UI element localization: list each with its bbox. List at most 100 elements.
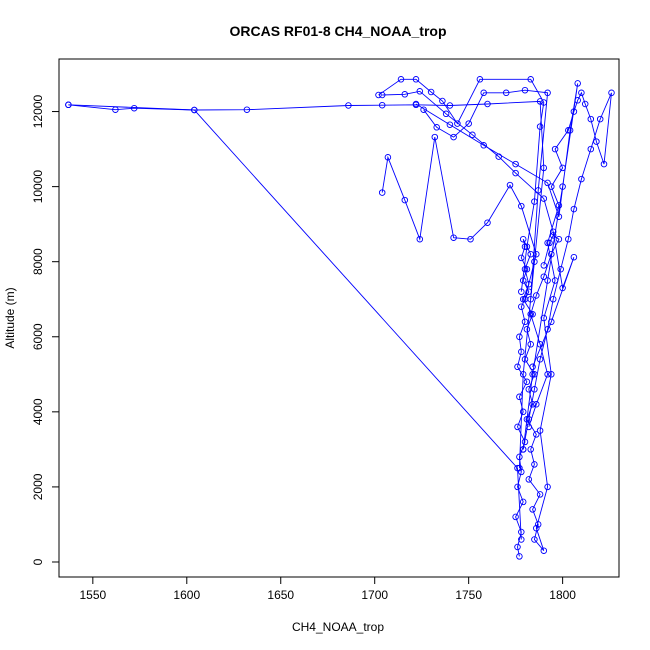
data-point [540, 314, 548, 322]
data-point [527, 446, 534, 453]
data-point [420, 106, 427, 113]
data-point [574, 80, 581, 87]
data-point [540, 262, 548, 269]
series-line-3 [68, 104, 522, 540]
data-point [600, 160, 608, 168]
series-line-2 [68, 100, 545, 469]
y-tick-label: 10000 [31, 170, 45, 204]
x-axis: 1550 1600 1650 1700 1750 1800 [79, 576, 576, 602]
data-point [518, 288, 525, 295]
x-tick-label: 1750 [455, 588, 482, 602]
data-point [549, 232, 557, 239]
data-point [397, 76, 405, 83]
data-point [446, 102, 454, 109]
x-tick-label: 1800 [549, 588, 576, 602]
data-point [529, 310, 536, 318]
data-point [555, 235, 563, 243]
data-point [548, 318, 555, 326]
data-point [519, 235, 527, 243]
data-point [523, 326, 531, 333]
data-point [566, 127, 574, 134]
series-layer [65, 76, 615, 560]
data-point [518, 468, 525, 476]
data-point [519, 408, 527, 416]
data-point [548, 371, 555, 378]
data-point [608, 89, 615, 97]
data-point [540, 195, 548, 202]
data-point [529, 401, 536, 408]
y-tick-label: 8000 [31, 248, 45, 275]
data-point [555, 213, 563, 220]
data-point [523, 378, 531, 386]
data-point [578, 89, 585, 97]
data-point [506, 181, 514, 189]
data-point [570, 205, 578, 213]
data-point [518, 254, 525, 262]
y-tick-label: 2000 [31, 473, 45, 500]
data-point [559, 284, 566, 292]
data-point [518, 303, 525, 310]
data-point [514, 423, 521, 431]
data-point [516, 553, 523, 560]
data-point [191, 106, 198, 114]
data-point [527, 310, 534, 318]
data-point [531, 536, 538, 543]
data-point [540, 547, 548, 554]
data-point [570, 253, 578, 261]
y-tick-label: 0 [31, 558, 45, 565]
y-tick-label: 6000 [31, 323, 45, 350]
data-point [480, 142, 487, 149]
data-point [378, 189, 386, 196]
data-point [243, 106, 251, 113]
data-point [433, 124, 440, 131]
data-point [593, 138, 600, 145]
data-point [587, 145, 595, 153]
data-point [536, 427, 544, 434]
data-point [469, 131, 476, 139]
data-point [512, 513, 519, 521]
data-point [523, 243, 531, 250]
data-point [431, 133, 439, 141]
data-point [531, 258, 538, 265]
data-point [416, 235, 424, 243]
data-point [514, 363, 521, 371]
data-point [375, 91, 382, 99]
x-tick-label: 1550 [79, 588, 106, 602]
data-point [516, 464, 523, 472]
data-point [533, 292, 540, 299]
data-point [565, 235, 572, 243]
data-point [465, 120, 472, 127]
data-point [476, 76, 484, 83]
data-point [484, 219, 491, 226]
data-point [548, 250, 555, 258]
data-point [521, 318, 529, 326]
data-point [521, 438, 529, 446]
data-point [544, 239, 551, 247]
data-point [519, 295, 527, 303]
chart-title: ORCAS RF01-8 CH4_NOAA_trop [229, 23, 446, 39]
data-point [533, 524, 540, 532]
data-point [559, 183, 566, 190]
data-point [551, 145, 559, 153]
data-point [544, 89, 551, 97]
data-point [446, 121, 454, 128]
x-tick-label: 1600 [173, 588, 200, 602]
data-point [442, 110, 450, 118]
data-point [527, 341, 534, 348]
data-point [427, 88, 435, 96]
data-point [519, 371, 527, 378]
y-axis: 0 2000 4000 6000 8000 10000 12000 [31, 95, 60, 565]
y-tick-label: 12000 [31, 95, 45, 129]
data-point [578, 175, 585, 183]
data-point [534, 187, 542, 194]
data-point [384, 154, 392, 161]
data-point [587, 115, 595, 123]
data-point [514, 543, 521, 551]
series-line-4 [378, 78, 545, 292]
data-point [544, 179, 551, 187]
data-point [502, 89, 510, 97]
series-line-8 [423, 89, 549, 300]
data-point [512, 160, 519, 168]
data-point [412, 100, 420, 108]
data-point [596, 115, 604, 123]
